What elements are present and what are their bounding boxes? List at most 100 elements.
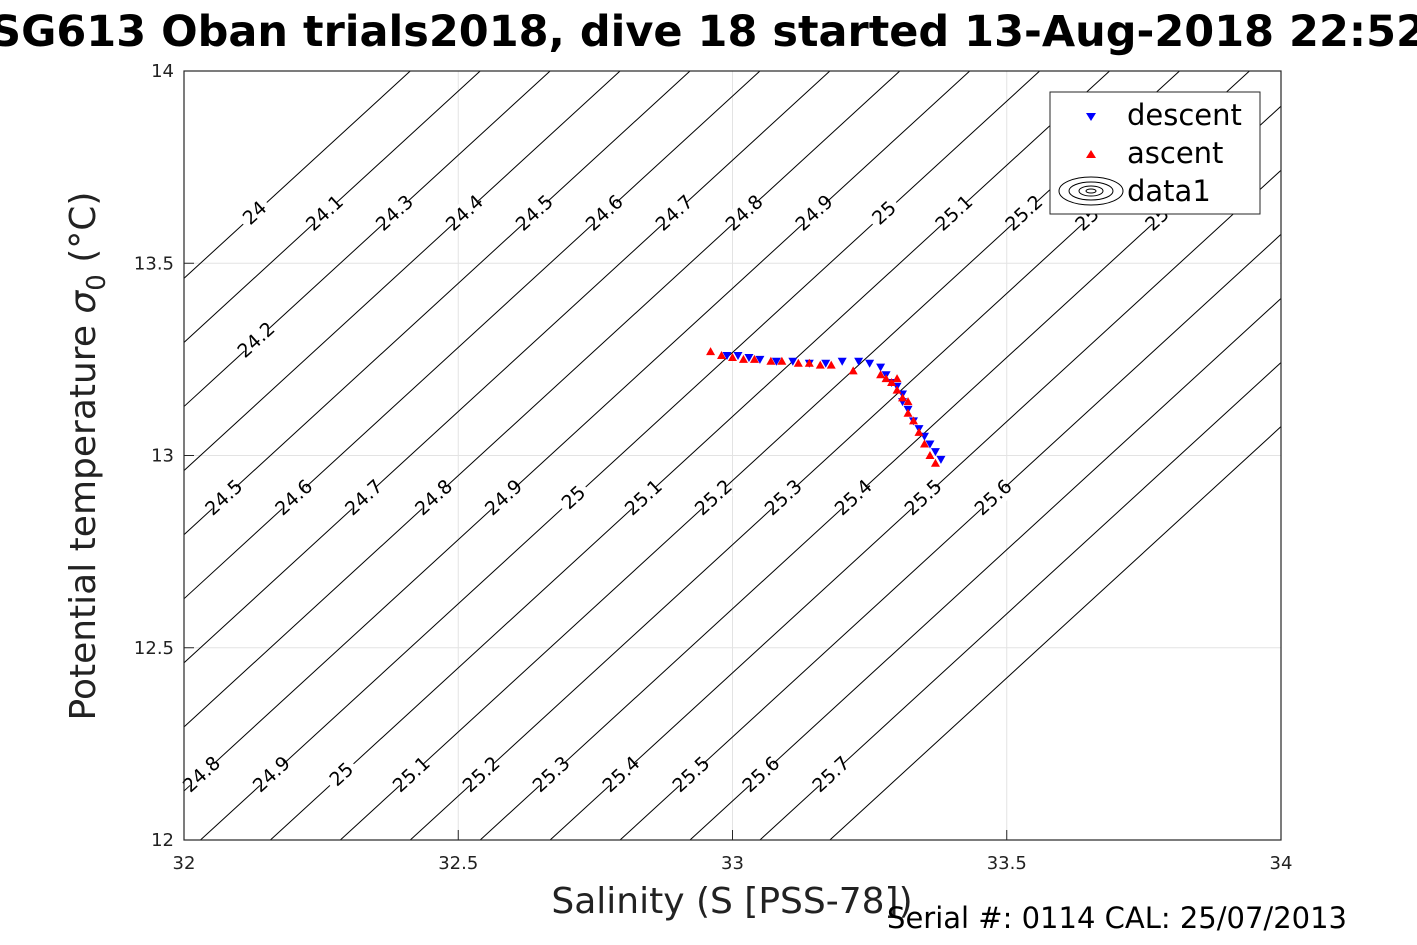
ascent-point [919, 439, 929, 448]
contour-label-bg [205, 478, 244, 517]
contour-label-bg [974, 478, 1013, 517]
x-tick-label: 34 [1270, 853, 1293, 874]
contour-label-bg [834, 478, 873, 517]
ascent-point [898, 393, 908, 402]
ascent-point [706, 347, 716, 356]
contour-label-bg [235, 194, 275, 233]
ascent-point [887, 377, 897, 386]
descent-point [733, 352, 743, 361]
ascent-point [848, 366, 858, 375]
x-tick-label: 33 [721, 853, 744, 874]
contour-label-bg [904, 478, 943, 517]
contour-line [184, 71, 411, 280]
contour-label-bg [672, 755, 711, 794]
y-axis-label-main: Potential temperature [63, 314, 104, 721]
contour-line [184, 71, 691, 536]
serial-cal-footer: Serial #: 0114 CAL: 25/07/2013 [887, 901, 1347, 935]
ascent-point [826, 360, 836, 369]
contour-label-bg [237, 321, 276, 360]
y-tick-label: 12 [151, 830, 174, 851]
y-axis-label-unit: (°C) [63, 192, 104, 275]
legend[interactable]: descent ascent data1 [1049, 91, 1261, 215]
contour-label-bg [865, 194, 904, 233]
ascent-point [881, 374, 891, 383]
descent-point [925, 440, 935, 449]
contour-label-bg [725, 194, 764, 233]
descent-point [936, 455, 946, 464]
contour-label-bg [624, 478, 664, 517]
contour-label-bg [375, 194, 415, 233]
ascent-point [793, 358, 803, 367]
contour-line [200, 71, 1040, 840]
contour-label-bg [484, 478, 524, 517]
x-tick-label: 33.5 [987, 853, 1027, 874]
contour-label-bg [585, 194, 624, 233]
contour-label-bg [602, 755, 641, 794]
contour-line [184, 71, 831, 664]
legend-descent-label: descent [1127, 98, 1242, 132]
ascent-point [728, 352, 737, 361]
contour-label-bg [742, 755, 781, 794]
contour-line [184, 71, 971, 792]
ascent-point [717, 351, 727, 360]
descent-point [788, 357, 798, 366]
contour-label-bg [462, 755, 501, 794]
ascent-point [876, 370, 886, 379]
contour-label-bg [812, 755, 851, 794]
descent-point [837, 357, 847, 366]
contour-label-bg [182, 755, 222, 794]
contour-line [339, 71, 1180, 840]
ascent-point [930, 458, 940, 467]
x-axis-label: Salinity (S [PSS-78]) [551, 881, 912, 922]
ascent-point [909, 416, 919, 425]
contour-line [829, 425, 1281, 840]
contour-label-bg [764, 478, 803, 517]
contour-line [184, 71, 621, 472]
descent-point [865, 359, 875, 368]
x-axis-ticks: 32 32.5 33 33.5 34 [173, 830, 1293, 874]
y-tick-label: 14 [151, 61, 174, 82]
ascent-point [903, 397, 913, 406]
contour-label-bg [344, 478, 384, 517]
contour-label-bg [252, 755, 292, 794]
descent-point [930, 448, 940, 457]
descent-point [744, 353, 754, 362]
x-tick-label: 32 [173, 853, 196, 874]
series-ascent [706, 347, 940, 467]
contour-line [759, 361, 1281, 840]
y-tick-label: 13.5 [134, 253, 174, 274]
ascent-point [749, 354, 759, 363]
ascent-point [777, 356, 787, 365]
ascent-point [892, 374, 902, 383]
ascent-point [766, 356, 776, 365]
contour-label-bg [305, 194, 345, 233]
ascent-point [738, 354, 748, 363]
contour-line [184, 71, 551, 408]
contour-label-bg [392, 755, 431, 794]
y-tick-label: 13 [151, 446, 174, 467]
contour-label-bg [935, 194, 974, 233]
ascent-point [925, 451, 935, 459]
y-tick-label: 12.5 [134, 638, 174, 659]
y-axis-ticks: 12 12.5 13 13.5 14 [134, 61, 194, 851]
contour-label-bg [532, 755, 571, 794]
legend-ascent-marker [1086, 150, 1096, 158]
ascent-point [903, 408, 913, 417]
contour-label-bg [274, 478, 314, 517]
descent-point [755, 355, 765, 364]
contour-label-bg [515, 194, 554, 233]
y-axis-label-sigma: σ [63, 290, 104, 314]
contour-label-bg [322, 755, 361, 794]
contour-label-bg [795, 194, 834, 233]
y-axis-label-subscript: 0 [82, 274, 112, 291]
ascent-point [914, 427, 924, 436]
contour-line [689, 297, 1281, 840]
contour-label-bg [694, 478, 733, 517]
ascent-point [815, 360, 825, 369]
contour-label-bg [1005, 194, 1044, 233]
contour-line [619, 233, 1281, 840]
y-axis-label: Potential temperature σ0 (°C) [63, 192, 112, 721]
contour-label-bg [445, 194, 485, 233]
descent-point [821, 359, 831, 368]
